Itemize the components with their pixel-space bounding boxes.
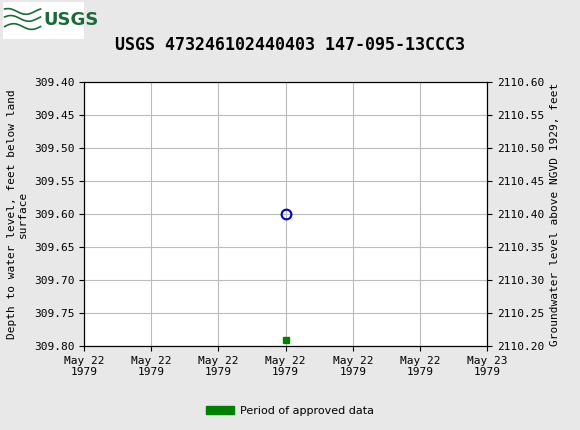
- Text: USGS: USGS: [44, 12, 99, 29]
- FancyBboxPatch shape: [3, 2, 84, 39]
- Y-axis label: Groundwater level above NGVD 1929, feet: Groundwater level above NGVD 1929, feet: [550, 82, 560, 346]
- Legend: Period of approved data: Period of approved data: [202, 401, 378, 420]
- Y-axis label: Depth to water level, feet below land
surface: Depth to water level, feet below land su…: [7, 89, 28, 339]
- Text: USGS 473246102440403 147-095-13CCC3: USGS 473246102440403 147-095-13CCC3: [115, 36, 465, 54]
